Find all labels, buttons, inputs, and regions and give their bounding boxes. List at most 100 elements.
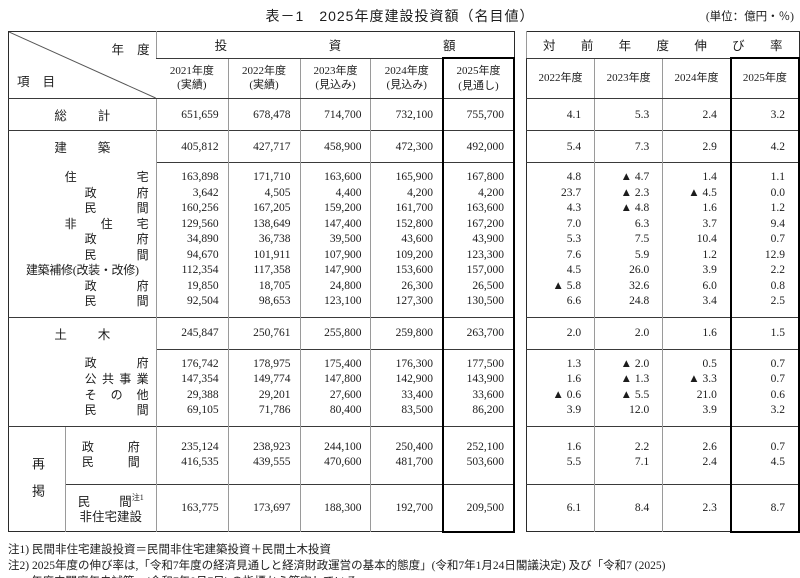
investment-cell: 36,738: [227, 232, 300, 248]
investment-cell: 69,105: [155, 403, 229, 426]
rate-cell: 4.1: [566, 108, 582, 121]
investment-cell: 3,642: [155, 185, 229, 201]
rate-cell: 4.5: [729, 455, 800, 484]
table-row: 政 府 34,890 36,738 39,500 43,600 43,900: [9, 232, 516, 248]
investment-cell: 86,200: [441, 403, 516, 426]
rate-cell: 4.2: [729, 130, 800, 163]
rate-cell: 0.7注2: [729, 232, 800, 248]
rate-cell: 4.8: [526, 162, 595, 186]
investment-cell: 152,800: [370, 216, 443, 232]
table-row: 民 間 416,535 439,555 470,600 481,700 503,600: [9, 455, 516, 484]
investment-cell: 163,600: [299, 162, 371, 186]
row-label: 政 府: [9, 349, 157, 372]
row-label-text: 非 住 宅: [64, 216, 149, 231]
rate-col-header-2022: 2022年度: [526, 58, 595, 99]
investment-cell: 26,300: [370, 278, 443, 294]
investment-cell: 147,900: [299, 263, 371, 279]
row-label-text: 政 府: [84, 356, 149, 371]
table-row: そ の 他 29,388 29,201 27,600 33,400 33,600: [9, 387, 516, 403]
header-corner-cell: 年 度 項 目: [8, 31, 157, 99]
investment-cell: 263,700: [441, 316, 516, 349]
rate-cell: 2.2: [729, 263, 800, 279]
rate-cell: 2.4: [662, 455, 731, 484]
investment-cell: 157,000: [441, 263, 516, 279]
investment-cell: 26,500: [441, 278, 516, 294]
rate-cell: ▲ 1.3: [594, 372, 663, 388]
rate-cell: 3.9: [662, 263, 731, 279]
saikei-vertical-text: 再掲: [30, 456, 45, 511]
investment-cell: 255,800: [299, 316, 371, 349]
rate-cell: 0.7注2: [729, 372, 800, 388]
investment-cell: 71,786: [227, 403, 300, 426]
table-row: 民 間注1 非住宅建設 163,775 173,697 188,300 192,700 20…: [9, 483, 516, 533]
row-label: 民 間: [9, 294, 157, 317]
row-label-line2: 非住宅建設: [79, 510, 143, 525]
investment-header: 投 資 額: [155, 31, 514, 59]
rate-col-header-2024: 2024年度: [662, 58, 731, 99]
table-row: 1.6 2.2 2.6 0.7: [526, 425, 800, 455]
row-label-text: 民 間: [84, 247, 149, 262]
investment-cell: 161,700: [370, 201, 443, 217]
rate-cell: ▲ 3.3: [662, 372, 731, 388]
investment-cell: 458,900: [299, 130, 371, 163]
rate-cell: 1.3: [526, 348, 595, 372]
investment-cell: 142,900: [370, 372, 443, 388]
rate-cell: 7.0: [566, 217, 582, 230]
investment-cell: 259,800: [370, 316, 443, 349]
investment-cell: 732,100: [370, 98, 443, 131]
table-row: 土 木 245,847 250,761 255,800 259,800 263,700: [8, 316, 516, 349]
rate-cell: 7.1: [594, 455, 663, 484]
investment-cell: 147,400: [299, 216, 371, 232]
investment-cell: 163,775: [155, 483, 229, 532]
rate-cell: 12.9: [729, 247, 800, 263]
rate-cell: 2.9: [662, 130, 731, 163]
unit-note: (単位：億円・％): [705, 11, 794, 23]
footnote-1: 注1) 民間非住宅建設投資＝民間非住宅建築投資＋民間土木投資: [8, 543, 331, 556]
table-row: 民 間 69,105 71,786 80,400 83,500 86,200: [9, 403, 516, 426]
investment-cell: 39,500: [299, 232, 371, 248]
table-row: 再掲 政 府 235,124 238,923 244,100 250,400 252,100: [8, 425, 516, 532]
table-row: 民 間 94,670 101,911 107,900 109,200 123,300: [9, 247, 516, 264]
rate-cell: 9.4: [729, 216, 800, 232]
rate-cell: 0.7: [729, 425, 800, 455]
table-row: 4.1 5.3 2.4 3.2: [527, 98, 800, 131]
investment-cell: 503,600: [441, 455, 516, 484]
rate-cell: 0.7: [729, 348, 800, 372]
rate-cell: 1.6: [526, 425, 595, 455]
footnote-2-line1: 注2) 2025年度の伸び率は,「令和7年度の経済見通しと経済財政運営の基本的態…: [8, 559, 666, 572]
table-row: 総 計 651,659 678,478 714,700 732,100 755,700: [9, 98, 516, 131]
col-header-2025: 2025年度 (見通し): [441, 57, 516, 99]
rate-cell: ▲ 5.8: [552, 279, 582, 292]
investment-cell: 439,555: [227, 455, 300, 484]
rate-cell: 0.5: [662, 348, 731, 372]
rate-cell: ▲ 2.0: [594, 348, 663, 372]
investment-cell: 481,700: [370, 455, 443, 484]
investment-cell: 167,800: [441, 162, 516, 186]
investment-cell: 24,800: [299, 278, 371, 294]
investment-cell: 416,535: [155, 455, 229, 484]
table-row: 6.6 24.83.42.5注2: [527, 294, 800, 317]
investment-cell: 130,500: [441, 294, 516, 317]
rate-cell: 1.6: [662, 316, 731, 349]
investment-cell: 427,717: [227, 130, 300, 163]
rate-cell: 1.5: [729, 316, 800, 349]
investment-cell: 4,200: [441, 185, 516, 201]
investment-cell: 160,256: [155, 201, 229, 217]
row-label-text: 民 間: [81, 455, 140, 469]
growth-header: 対 前 年 度 伸 び 率: [526, 31, 799, 59]
investment-cell: 178,975: [227, 348, 300, 372]
rate-cell: 5.3: [594, 98, 663, 131]
table-row: 住 宅 163,898 171,710 163,600 165,900 167,800: [9, 162, 516, 186]
investment-cell: 176,300: [370, 348, 443, 372]
row-label-text: 政 府: [84, 278, 149, 293]
rate-cell: 1.2: [662, 247, 731, 263]
rate-cell: 7.5: [594, 232, 663, 248]
diagonal-line: [9, 32, 156, 98]
rate-cell: 3.2: [729, 98, 800, 131]
investment-table: 年 度 項 目 投 資 額 2021年度 (実績) 2022年度 (実績): [8, 31, 516, 533]
row-label: 民 間: [9, 248, 157, 264]
investment-cell: 470,600: [299, 455, 371, 484]
investment-cell: 159,200: [299, 201, 371, 217]
table-row: 1.6 ▲ 1.3▲ 3.30.7注2: [527, 372, 800, 388]
